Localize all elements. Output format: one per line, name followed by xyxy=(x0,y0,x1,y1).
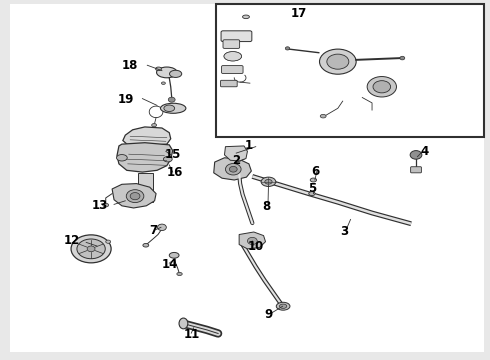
Ellipse shape xyxy=(177,273,182,275)
Polygon shape xyxy=(112,184,156,208)
Ellipse shape xyxy=(161,82,165,85)
Ellipse shape xyxy=(163,157,172,162)
Ellipse shape xyxy=(224,51,242,61)
Text: 7: 7 xyxy=(150,224,158,237)
Ellipse shape xyxy=(243,15,249,19)
Polygon shape xyxy=(224,146,247,161)
Ellipse shape xyxy=(170,70,182,77)
Ellipse shape xyxy=(285,47,290,50)
Ellipse shape xyxy=(327,54,349,69)
Ellipse shape xyxy=(160,103,186,113)
Text: 4: 4 xyxy=(421,145,429,158)
Text: 13: 13 xyxy=(92,199,108,212)
Ellipse shape xyxy=(373,81,391,93)
FancyBboxPatch shape xyxy=(223,40,240,48)
Text: 2: 2 xyxy=(232,154,240,167)
Text: 19: 19 xyxy=(117,93,134,106)
Ellipse shape xyxy=(117,154,127,161)
Ellipse shape xyxy=(169,252,179,258)
Text: 11: 11 xyxy=(184,328,200,341)
Ellipse shape xyxy=(265,180,272,184)
Text: 10: 10 xyxy=(247,240,264,253)
Ellipse shape xyxy=(400,56,405,60)
Circle shape xyxy=(410,150,422,159)
Polygon shape xyxy=(214,158,251,180)
Circle shape xyxy=(247,237,257,244)
Text: 16: 16 xyxy=(167,166,183,179)
Ellipse shape xyxy=(276,302,290,310)
Circle shape xyxy=(229,166,237,172)
Ellipse shape xyxy=(279,304,287,309)
Circle shape xyxy=(168,97,175,102)
FancyBboxPatch shape xyxy=(411,167,421,173)
Ellipse shape xyxy=(152,123,157,127)
Ellipse shape xyxy=(367,77,396,97)
Ellipse shape xyxy=(106,240,111,243)
Ellipse shape xyxy=(71,235,111,263)
Text: 6: 6 xyxy=(311,165,319,177)
Text: 9: 9 xyxy=(265,308,273,321)
Text: 15: 15 xyxy=(164,148,181,161)
Text: 1: 1 xyxy=(244,139,252,152)
Ellipse shape xyxy=(310,178,317,182)
Circle shape xyxy=(126,190,144,203)
Ellipse shape xyxy=(157,67,177,78)
Polygon shape xyxy=(123,127,171,146)
Circle shape xyxy=(130,193,140,200)
Text: 3: 3 xyxy=(340,225,348,238)
Circle shape xyxy=(158,224,166,230)
Ellipse shape xyxy=(179,318,188,329)
Text: 8: 8 xyxy=(262,201,270,213)
Ellipse shape xyxy=(320,114,326,118)
Ellipse shape xyxy=(261,177,276,186)
Polygon shape xyxy=(117,143,172,172)
FancyBboxPatch shape xyxy=(221,66,243,73)
Circle shape xyxy=(87,246,95,252)
Ellipse shape xyxy=(143,243,149,247)
Circle shape xyxy=(225,163,241,175)
Text: 12: 12 xyxy=(63,234,79,247)
Bar xyxy=(139,173,153,202)
Bar xyxy=(216,4,485,137)
Ellipse shape xyxy=(156,67,161,71)
FancyBboxPatch shape xyxy=(221,31,252,41)
Ellipse shape xyxy=(103,203,109,207)
Text: 5: 5 xyxy=(309,183,317,195)
FancyBboxPatch shape xyxy=(220,80,237,87)
Text: 17: 17 xyxy=(291,7,307,20)
Text: 18: 18 xyxy=(122,59,139,72)
Text: 14: 14 xyxy=(162,258,178,271)
Polygon shape xyxy=(239,232,266,249)
Ellipse shape xyxy=(164,105,174,112)
Ellipse shape xyxy=(309,192,315,195)
Ellipse shape xyxy=(319,49,356,74)
Ellipse shape xyxy=(77,239,105,259)
